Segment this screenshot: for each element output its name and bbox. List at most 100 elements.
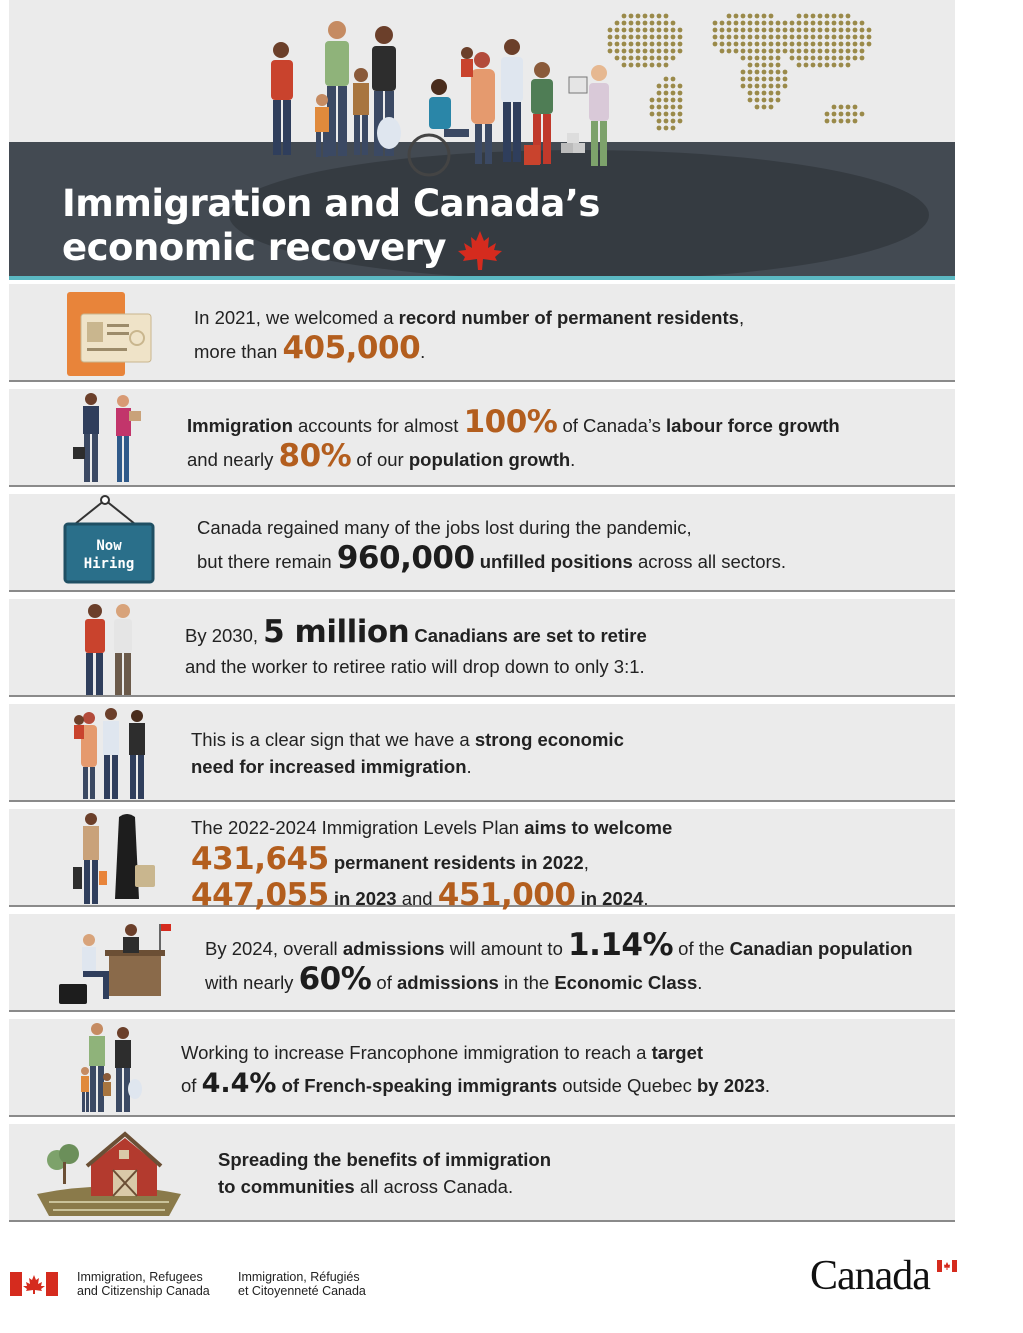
map-dot bbox=[845, 62, 851, 68]
map-dot bbox=[677, 83, 683, 89]
map-dot bbox=[796, 20, 802, 26]
map-dot bbox=[866, 27, 872, 33]
map-dot bbox=[670, 55, 676, 61]
canada-flag-icon bbox=[10, 1272, 58, 1296]
sign-text-line-1: Now bbox=[96, 538, 122, 554]
map-dot bbox=[649, 41, 655, 47]
map-dot bbox=[747, 83, 753, 89]
map-dot bbox=[649, 97, 655, 103]
map-dot bbox=[761, 20, 767, 26]
map-dot bbox=[838, 111, 844, 117]
map-dot bbox=[635, 34, 641, 40]
map-dot bbox=[656, 118, 662, 124]
map-dot bbox=[817, 48, 823, 54]
map-dot bbox=[642, 20, 648, 26]
map-dot bbox=[621, 55, 627, 61]
row-3-value: 960,000 bbox=[336, 540, 475, 576]
map-dot bbox=[768, 97, 774, 103]
map-dot bbox=[831, 104, 837, 110]
stat-row-francophone: Working to increase Francophone immigrat… bbox=[9, 1019, 955, 1117]
row-6-text-a: The 2022-2024 Immigration Levels Plan bbox=[191, 817, 525, 838]
now-hiring-sign-icon: Now Hiring bbox=[63, 495, 155, 584]
row-7-text-b: admissions bbox=[342, 938, 445, 959]
map-dot bbox=[656, 41, 662, 47]
map-dot bbox=[775, 76, 781, 82]
map-dot bbox=[670, 48, 676, 54]
map-dot bbox=[677, 27, 683, 33]
map-dot bbox=[845, 55, 851, 61]
row-7-text-e: Canadian population bbox=[729, 938, 913, 959]
map-dot bbox=[726, 34, 732, 40]
map-dot bbox=[768, 41, 774, 47]
map-dot bbox=[775, 62, 781, 68]
map-dot bbox=[768, 83, 774, 89]
map-dot bbox=[719, 48, 725, 54]
map-dot bbox=[817, 62, 823, 68]
map-dot bbox=[740, 55, 746, 61]
map-dot bbox=[796, 27, 802, 33]
map-dot bbox=[768, 27, 774, 33]
world-dot-map-icon bbox=[607, 13, 872, 131]
map-dot bbox=[747, 69, 753, 75]
page-title: Immigration and Canada’s economic recove… bbox=[62, 182, 600, 271]
map-dot bbox=[628, 20, 634, 26]
map-dot bbox=[663, 111, 669, 117]
map-dot bbox=[761, 90, 767, 96]
stat-row-permanent-residents: In 2021, we welcomed a record number of … bbox=[9, 284, 955, 382]
map-dot bbox=[810, 13, 816, 19]
map-dot bbox=[789, 55, 795, 61]
map-dot bbox=[621, 13, 627, 19]
map-dot bbox=[719, 20, 725, 26]
row-3-text-c: unfilled positions bbox=[474, 551, 633, 572]
map-dot bbox=[614, 48, 620, 54]
map-dot bbox=[768, 13, 774, 19]
row-7-text-k: . bbox=[697, 972, 703, 993]
map-dot bbox=[754, 76, 760, 82]
map-dot bbox=[621, 62, 627, 68]
map-dot bbox=[754, 62, 760, 68]
map-dot bbox=[831, 27, 837, 33]
row-8-text: Working to increase Francophone immigrat… bbox=[181, 1037, 770, 1101]
map-dot bbox=[852, 20, 858, 26]
map-dot bbox=[831, 118, 837, 124]
map-dot bbox=[754, 69, 760, 75]
map-dot bbox=[712, 34, 718, 40]
map-dot bbox=[831, 111, 837, 117]
map-dot bbox=[845, 104, 851, 110]
row-8-text-d: of French-speaking immigrants bbox=[276, 1075, 558, 1096]
map-dot bbox=[810, 34, 816, 40]
map-dot bbox=[852, 55, 858, 61]
row-6-value-2: 447,055 bbox=[191, 877, 329, 913]
map-dot bbox=[754, 55, 760, 61]
row-6-text-e: in 2023 bbox=[328, 888, 397, 909]
map-dot bbox=[831, 48, 837, 54]
map-dot bbox=[747, 76, 753, 82]
map-dot bbox=[754, 104, 760, 110]
map-dot bbox=[649, 13, 655, 19]
map-dot bbox=[845, 48, 851, 54]
row-5-text-b: strong economic bbox=[474, 729, 624, 750]
map-dot bbox=[649, 62, 655, 68]
row-7-text: By 2024, overall admissions will amount … bbox=[205, 930, 913, 998]
row-1-text-a: In 2021, we welcomed a bbox=[194, 307, 399, 328]
map-dot bbox=[670, 104, 676, 110]
map-dot bbox=[782, 41, 788, 47]
map-dot bbox=[635, 62, 641, 68]
map-dot bbox=[670, 125, 676, 131]
row-5-text-d: . bbox=[466, 756, 472, 777]
map-dot bbox=[747, 20, 753, 26]
map-dot bbox=[859, 34, 865, 40]
map-dot bbox=[663, 104, 669, 110]
map-dot bbox=[649, 104, 655, 110]
map-dot bbox=[852, 48, 858, 54]
map-dot bbox=[768, 69, 774, 75]
map-dot bbox=[761, 48, 767, 54]
map-dot bbox=[761, 69, 767, 75]
map-dot bbox=[642, 34, 648, 40]
map-dot bbox=[747, 90, 753, 96]
map-dot bbox=[796, 48, 802, 54]
map-dot bbox=[768, 34, 774, 40]
map-dot bbox=[642, 62, 648, 68]
immigrant-group-icon bbox=[271, 21, 609, 177]
map-dot bbox=[782, 76, 788, 82]
